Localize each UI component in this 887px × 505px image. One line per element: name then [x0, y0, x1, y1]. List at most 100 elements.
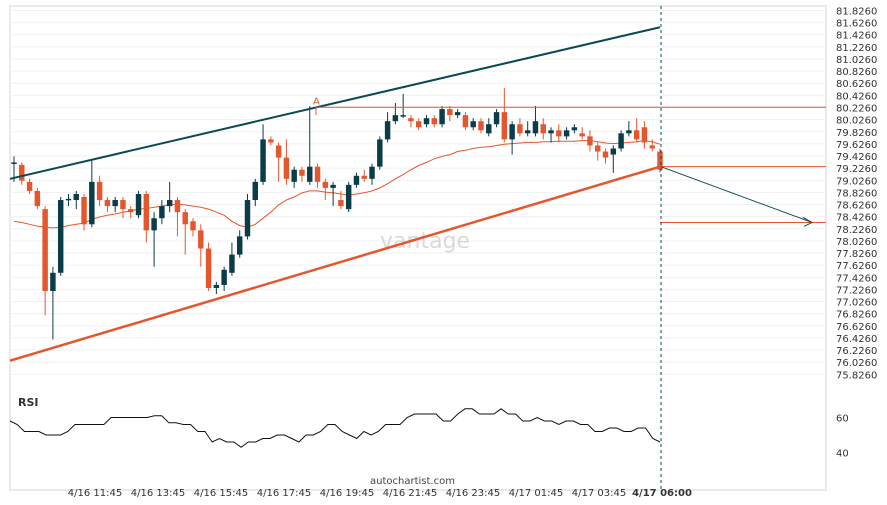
candle-body: [423, 118, 430, 125]
y-tick-label: 81.4260: [836, 31, 877, 42]
candle-body: [377, 139, 383, 167]
y-tick-label: 79.6260: [836, 140, 877, 151]
y-tick-label: 79.4260: [836, 152, 877, 163]
candle-body: [610, 148, 617, 155]
y-tick-label: 75.8260: [836, 370, 877, 381]
candle-body: [517, 124, 523, 134]
y-tick-label: 77.6260: [836, 261, 877, 272]
candle-body: [65, 198, 72, 201]
x-tick-label: 4/16 15:45: [194, 488, 248, 499]
candle-body: [221, 269, 227, 285]
y-axis: 81.8260 81.626081.426081.226081.026080.82…: [836, 6, 877, 381]
y-tick-label: 76.2260: [836, 346, 877, 357]
candle-body: [143, 193, 150, 231]
y-tick-label: 78.0260: [836, 237, 877, 248]
y-tick-label: 80.8260: [836, 67, 877, 78]
y-tick-label: 80.6260: [836, 79, 877, 90]
pattern-overlays: A: [9, 6, 826, 490]
x-tick-label: 4/17 03:45: [572, 488, 626, 499]
candle-body: [501, 112, 508, 140]
candle-body: [532, 121, 539, 134]
candle-body: [174, 200, 181, 213]
candle-body: [602, 151, 609, 158]
y-tick-label: 76.4260: [836, 334, 877, 345]
candle-body: [120, 200, 126, 210]
candle-body: [314, 166, 321, 182]
candle-body: [260, 139, 266, 182]
candle-body: [633, 130, 640, 140]
support-line: [9, 165, 661, 362]
candle-body: [166, 200, 173, 207]
candle-body: [96, 181, 103, 201]
moving-average: [13, 140, 661, 229]
candle-body: [353, 175, 360, 185]
candle-body: [641, 127, 648, 143]
rsi-panel: 60 40: [9, 408, 849, 460]
candle-body: [563, 130, 570, 137]
candle-body: [439, 109, 445, 125]
candle-body: [89, 181, 95, 225]
rsi-title: RSI: [18, 396, 39, 409]
pattern-point-label: A: [313, 96, 320, 107]
candle-body: [322, 181, 329, 188]
y-tick-label: 79.2260: [836, 164, 877, 175]
y-tick-label: 81.8260: [836, 6, 877, 17]
candle-body: [291, 169, 297, 182]
candle-body: [159, 206, 165, 219]
y-tick-label: 81.0260: [836, 55, 877, 66]
y-tick-label: 77.8260: [836, 249, 877, 260]
candle-body: [587, 136, 593, 146]
candle-body: [369, 166, 375, 179]
candle-body: [361, 175, 367, 179]
x-tick-label: 4/16 19:45: [320, 488, 374, 499]
y-tick-label: 79.8260: [836, 128, 877, 139]
candle-body: [104, 200, 111, 207]
y-tick-label: 81.2260: [836, 43, 877, 54]
candle-body: [649, 145, 655, 149]
candle-body: [19, 164, 25, 181]
x-tick-label: 4/17 06:00: [632, 488, 692, 499]
ma-line: [13, 140, 661, 229]
candle-body: [236, 236, 243, 255]
candle-body: [626, 130, 632, 134]
candle-body: [213, 284, 220, 288]
candle-body: [415, 121, 422, 128]
y-tick-label: 80.2260: [836, 104, 877, 115]
candle-body: [50, 272, 56, 291]
candle-body: [57, 200, 64, 273]
watermark-brand: vantage: [380, 229, 470, 254]
candle-body: [229, 254, 235, 273]
watermark-url: autochartist.com: [370, 476, 455, 487]
plot-frame: [9, 5, 827, 491]
candle-body: [244, 200, 251, 237]
forecast-arrow: [660, 166, 813, 223]
candle-body: [540, 124, 546, 134]
candle-body: [524, 130, 531, 134]
x-axis: 4/16 11:45 4/16 13:45 4/16 15:45 4/16 17:45…: [68, 488, 692, 499]
x-tick-label: 4/16 17:45: [257, 488, 311, 499]
candle-body: [26, 181, 33, 191]
candle-body: [657, 151, 663, 170]
candle-body: [268, 139, 274, 143]
rsi-tick-label: 60: [836, 414, 849, 425]
candle-body: [431, 118, 438, 125]
y-tick-label: 77.2260: [836, 285, 877, 296]
y-tick-label: 80.4260: [836, 91, 877, 102]
candle-body: [595, 145, 601, 152]
y-tick-label: 81.6260: [836, 19, 877, 30]
candle-body: [454, 112, 461, 116]
forecast-arrow-head: [802, 217, 813, 227]
candle-body: [345, 184, 352, 210]
candle-body: [205, 248, 212, 288]
x-tick-label: 4/16 13:45: [131, 488, 185, 499]
y-tick-label: 79.0260: [836, 176, 877, 187]
x-tick-label: 4/16 21:45: [383, 488, 437, 499]
candle-body: [571, 127, 578, 131]
y-tick-label: 78.6260: [836, 201, 877, 212]
candle-body: [400, 115, 406, 117]
candle-body: [556, 130, 562, 137]
y-tick-label: 78.4260: [836, 213, 877, 224]
y-tick-label: 76.8260: [836, 310, 877, 321]
candle-body: [275, 145, 282, 158]
